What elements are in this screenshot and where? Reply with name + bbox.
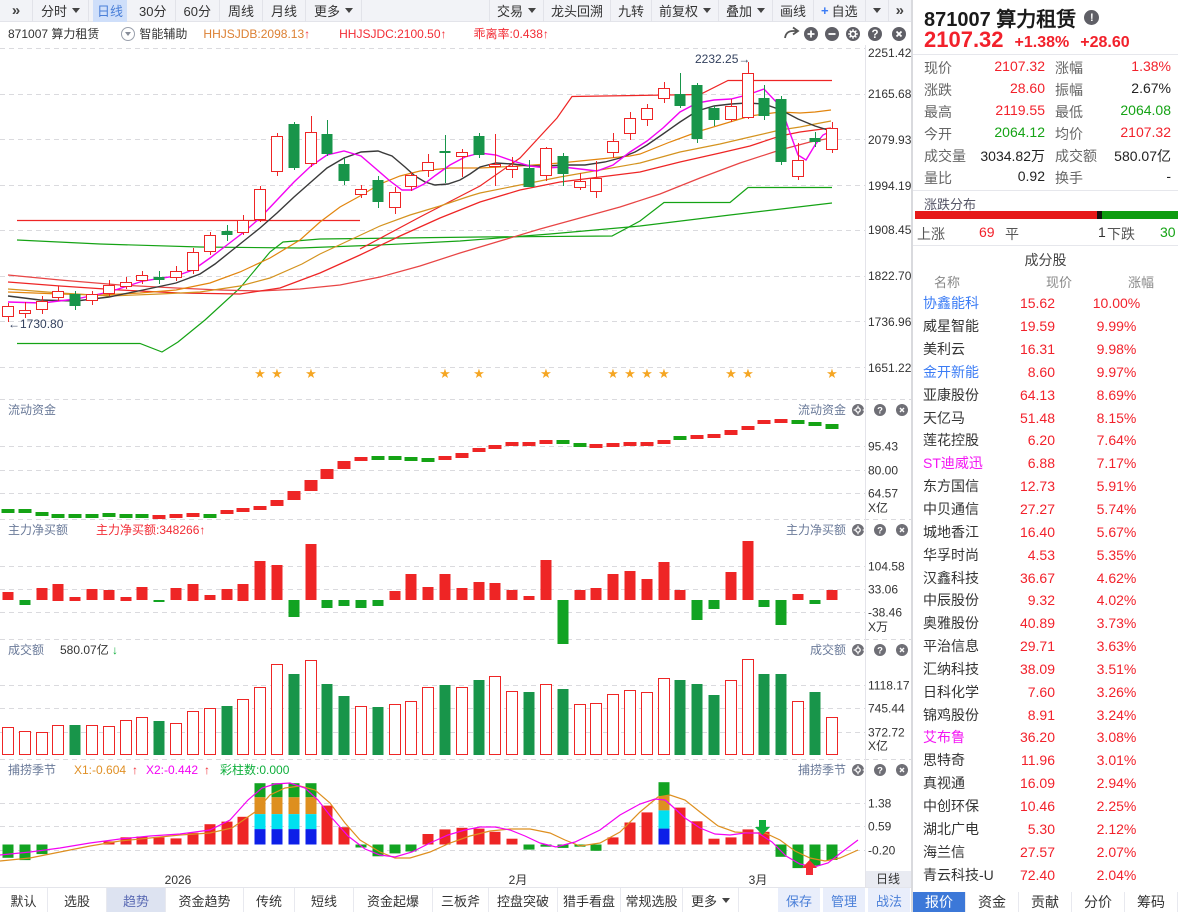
svg-text:?: ? xyxy=(877,526,883,537)
svg-text:↓: ↓ xyxy=(112,643,118,657)
svg-text:★: ★ xyxy=(641,366,653,381)
svg-text:X万: X万 xyxy=(868,620,888,634)
svg-text:★: ★ xyxy=(305,366,317,381)
svg-text:X亿: X亿 xyxy=(868,738,888,753)
svg-text:1651.22: 1651.22 xyxy=(868,361,912,375)
svg-text:1118.17: 1118.17 xyxy=(868,679,910,693)
svg-text:★: ★ xyxy=(624,366,636,381)
svg-text:95.43: 95.43 xyxy=(868,440,898,454)
svg-text:成交额: 成交额 xyxy=(810,642,846,657)
svg-text:★: ★ xyxy=(254,366,266,381)
svg-text:?: ? xyxy=(877,766,883,777)
svg-text:★: ★ xyxy=(540,366,552,381)
svg-text:1.38: 1.38 xyxy=(868,797,892,811)
svg-text:372.72: 372.72 xyxy=(868,726,905,740)
svg-text:3月: 3月 xyxy=(749,873,768,887)
svg-text:流动资金: 流动资金 xyxy=(798,402,846,417)
svg-text:-0.20: -0.20 xyxy=(868,844,896,858)
svg-text:?: ? xyxy=(871,29,878,41)
svg-text:★: ★ xyxy=(607,366,619,381)
svg-text:↑: ↑ xyxy=(204,763,210,777)
svg-text:104.58: 104.58 xyxy=(868,560,905,574)
svg-text:33.06: 33.06 xyxy=(868,583,898,597)
svg-text:2026: 2026 xyxy=(165,873,192,887)
svg-text:←1730.80: ←1730.80 xyxy=(8,317,64,331)
svg-text:1994.19: 1994.19 xyxy=(868,179,912,193)
svg-text:64.57: 64.57 xyxy=(868,487,898,501)
svg-text:X亿: X亿 xyxy=(868,500,888,515)
svg-text:主力净买额: 主力净买额 xyxy=(8,523,68,537)
svg-text:日线: 日线 xyxy=(876,872,900,886)
svg-text:★: ★ xyxy=(271,366,283,381)
svg-text:★: ★ xyxy=(658,366,670,381)
svg-text:2232.25→: 2232.25→ xyxy=(695,52,750,66)
svg-text:0.59: 0.59 xyxy=(868,820,892,834)
svg-text:?: ? xyxy=(877,406,883,417)
svg-text:★: ★ xyxy=(725,366,737,381)
svg-text:2月: 2月 xyxy=(509,873,528,887)
svg-text:2079.93: 2079.93 xyxy=(868,133,912,147)
svg-text:80.00: 80.00 xyxy=(868,464,898,478)
svg-text:流动资金: 流动资金 xyxy=(8,402,56,417)
svg-text:成交额: 成交额 xyxy=(8,642,44,657)
svg-text:★: ★ xyxy=(439,366,451,381)
svg-text:?: ? xyxy=(877,646,883,657)
svg-text:捕捞季节: 捕捞季节 xyxy=(798,762,846,777)
svg-text:★: ★ xyxy=(742,366,754,381)
svg-text:-38.46: -38.46 xyxy=(868,606,902,620)
svg-text:2251.42: 2251.42 xyxy=(868,46,912,60)
svg-text:1736.96: 1736.96 xyxy=(868,315,912,329)
svg-text:580.07亿: 580.07亿 xyxy=(60,642,109,657)
svg-text:1908.45: 1908.45 xyxy=(868,223,912,237)
svg-text:1822.70: 1822.70 xyxy=(868,269,912,283)
svg-text:745.44: 745.44 xyxy=(868,702,905,716)
svg-text:主力净买额: 主力净买额 xyxy=(786,523,846,537)
svg-text:X2:-0.442: X2:-0.442 xyxy=(146,763,198,777)
svg-text:↑: ↑ xyxy=(132,763,138,777)
svg-text:★: ★ xyxy=(826,366,838,381)
svg-text:彩柱数:0.000: 彩柱数:0.000 xyxy=(220,762,290,777)
svg-text:★: ★ xyxy=(473,366,485,381)
svg-text:主力净买额:348266↑: 主力净买额:348266↑ xyxy=(96,523,205,537)
svg-text:X1:-0.604: X1:-0.604 xyxy=(74,763,126,777)
svg-text:2165.68: 2165.68 xyxy=(868,87,912,101)
svg-text:捕捞季节: 捕捞季节 xyxy=(8,762,56,777)
